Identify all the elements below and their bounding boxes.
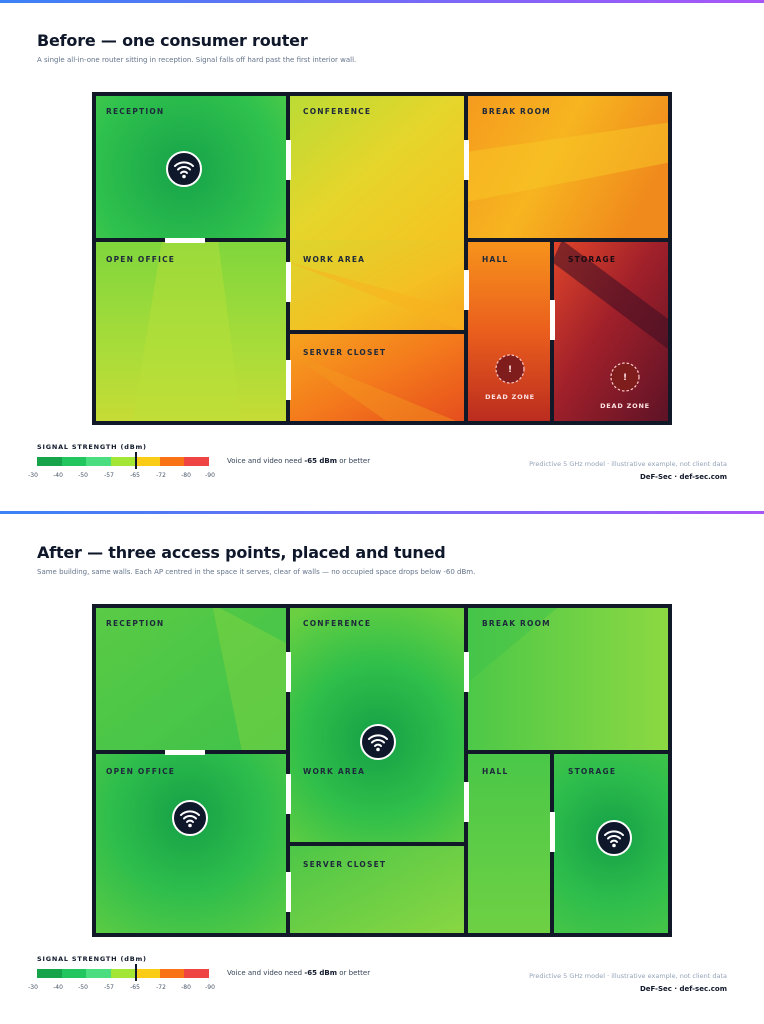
- scale-swatch: [110, 969, 136, 978]
- panel-subtitle: Same building, same walls. Each AP centr…: [37, 568, 476, 576]
- tick-label: -57: [104, 984, 114, 991]
- scale-swatch: [86, 969, 111, 978]
- voice-video-note: Voice and video need -65 dBm or better: [227, 457, 371, 465]
- room-label-hall: HALL: [482, 255, 508, 264]
- tick-label: -30: [28, 472, 38, 479]
- room-server-closet: [288, 332, 466, 425]
- scale-swatch: [135, 457, 160, 466]
- room-label-open-office: OPEN OFFICE: [106, 767, 175, 776]
- scale-swatch: [159, 969, 185, 978]
- room-conference: [288, 92, 466, 240]
- floor-plan-before: RECEPTION CONFERENCE BREAK ROOM OPEN OFF…: [92, 92, 672, 425]
- dead-zone-label-storage: DEAD ZONE: [600, 402, 650, 410]
- floor-plan-after: RECEPTION CONFERENCE BREAK ROOM OPEN OFF…: [92, 604, 672, 937]
- threshold-marker: [135, 964, 137, 981]
- walls: [92, 92, 672, 425]
- tick-label: -30: [28, 984, 38, 991]
- tick-label: -50: [78, 472, 88, 479]
- model-note: Predictive 5 GHz model · illustrative ex…: [529, 460, 727, 468]
- after-panel: After — three access points, placed and …: [0, 512, 764, 1021]
- room-label-conference: CONFERENCE: [303, 107, 371, 116]
- room-label-open-office: OPEN OFFICE: [106, 255, 175, 264]
- room-label-work-area: WORK AREA: [303, 767, 365, 776]
- warning-icon: !: [508, 365, 512, 375]
- room-break-room: [466, 604, 672, 752]
- wifi-icon: [360, 724, 396, 760]
- wifi-icon: [166, 151, 202, 187]
- brand-link[interactable]: DeF-Sec · def-sec.com: [639, 985, 727, 993]
- voice-video-note: Voice and video need -65 dBm or better: [227, 969, 371, 977]
- tick-label: -40: [53, 984, 63, 991]
- room-label-break-room: BREAK ROOM: [482, 619, 551, 628]
- tick-label: -72: [156, 984, 166, 991]
- room-open-office: [92, 752, 288, 937]
- tick-label: -50: [78, 984, 88, 991]
- scale-ticks: -30 -40 -50 -57 -65 -72 -80 -90: [28, 472, 219, 480]
- tick-label: -65: [130, 472, 140, 479]
- tick-label: -57: [104, 472, 114, 479]
- before-panel: Before — one consumer router A single al…: [0, 0, 764, 509]
- tick-label: -72: [156, 472, 166, 479]
- room-open-office: [92, 240, 288, 425]
- legend-title: SIGNAL STRENGTH (dBm): [37, 443, 147, 451]
- doors: [165, 140, 555, 400]
- room-label-conference: CONFERENCE: [303, 619, 371, 628]
- room-conference: [288, 604, 466, 844]
- legend-title: SIGNAL STRENGTH (dBm): [37, 955, 147, 963]
- scale-swatch: [184, 969, 210, 978]
- room-server-closet: [288, 844, 466, 937]
- accent-bar-divider: [0, 511, 764, 514]
- scale-swatch: [184, 457, 210, 466]
- warning-icon: !: [623, 373, 627, 383]
- tick-label: -90: [205, 472, 215, 479]
- room-label-storage: STORAGE: [568, 767, 616, 776]
- signal-scale: [37, 969, 210, 978]
- room-label-break-room: BREAK ROOM: [482, 107, 551, 116]
- room-hall: [466, 752, 552, 937]
- room-label-reception: RECEPTION: [106, 619, 164, 628]
- scale-swatch: [159, 457, 185, 466]
- tick-label: -65: [130, 984, 140, 991]
- room-hall: [466, 240, 552, 425]
- threshold-marker: [135, 452, 137, 469]
- scale-swatch: [37, 969, 62, 978]
- accent-bar-top: [0, 0, 764, 3]
- tick-label: -40: [53, 472, 63, 479]
- room-label-work-area: WORK AREA: [303, 255, 365, 264]
- panel-title: Before — one consumer router: [37, 31, 308, 50]
- scale-ticks: -30 -40 -50 -57 -65 -72 -80 -90: [28, 984, 219, 992]
- scale-swatch: [110, 457, 136, 466]
- room-label-hall: HALL: [482, 767, 508, 776]
- scale-swatch: [61, 457, 87, 466]
- panel-subtitle: A single all-in-one router sitting in re…: [37, 56, 357, 64]
- room-label-server-closet: SERVER CLOSET: [303, 860, 386, 869]
- dead-zone-hall: !: [495, 354, 525, 384]
- brand-link[interactable]: DeF-Sec · def-sec.com: [639, 473, 727, 481]
- tick-label: -90: [205, 984, 215, 991]
- panel-title: After — three access points, placed and …: [37, 543, 446, 562]
- room-label-reception: RECEPTION: [106, 107, 164, 116]
- signal-scale: [37, 457, 210, 466]
- scale-swatch: [37, 457, 62, 466]
- scale-swatch: [86, 457, 111, 466]
- wifi-icon: [596, 820, 632, 856]
- dead-zone-label-hall: DEAD ZONE: [485, 393, 535, 401]
- dead-zone-storage: !: [610, 362, 640, 392]
- scale-swatch: [61, 969, 87, 978]
- tick-label: -80: [181, 472, 191, 479]
- scale-swatch: [135, 969, 160, 978]
- tick-label: -80: [181, 984, 191, 991]
- room-label-server-closet: SERVER CLOSET: [303, 348, 386, 357]
- model-note: Predictive 5 GHz model · illustrative ex…: [529, 972, 727, 980]
- room-label-storage: STORAGE: [568, 255, 616, 264]
- wifi-icon: [172, 800, 208, 836]
- doors: [165, 652, 555, 912]
